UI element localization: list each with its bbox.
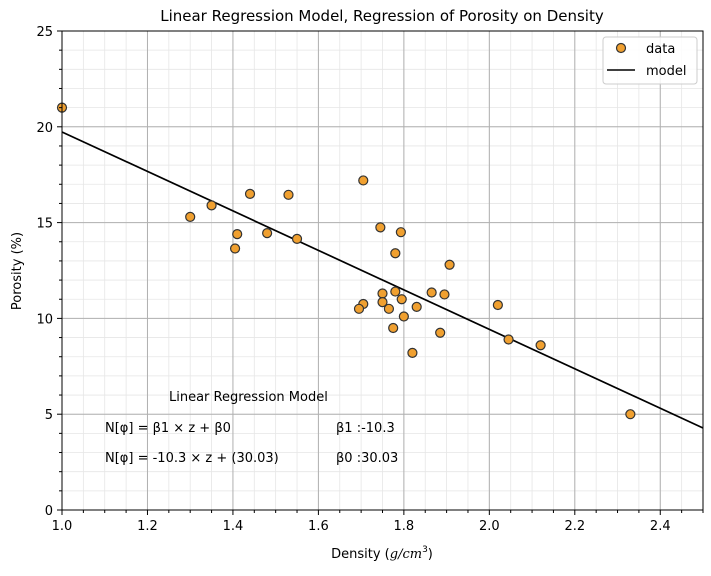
x-tick-label: 2.4 [650,519,671,534]
annotation-heading: Linear Regression Model [169,390,328,405]
x-tick-label: 1.8 [394,519,415,534]
x-axis-label-unit: g/cm [390,547,422,562]
data-point [444,259,455,270]
data-point [232,228,243,240]
chart-title: Linear Regression Model, Regression of P… [160,7,604,25]
data-point [625,409,636,420]
legend: data model [602,36,698,85]
x-tick-label: 1.2 [137,519,158,534]
y-tick-label: 5 [45,408,53,423]
y-tick-label: 15 [36,217,53,232]
annotation-equation-fit: N[φ] = -10.3 × z + (30.03) [105,451,279,466]
x-axis-label: Density (g/cm3) [331,545,433,562]
annotation-beta1: β1 :-10.3 [336,421,395,436]
legend-label-data: data [646,42,675,57]
data-point [244,188,256,199]
data-point [439,289,450,300]
y-axis-label: Porosity (%) [10,232,25,310]
data-point [291,233,303,244]
x-tick-label: 1.6 [308,519,329,534]
data-point [283,189,294,200]
data-point [353,303,365,314]
x-ticks: 1.0 1.2 1.4 1.6 1.8 2.0 2.2 2.4 [52,510,704,534]
data-point [407,347,418,358]
legend-marker-data [615,42,627,54]
data-point [377,297,388,308]
data-point [388,322,399,334]
annotation-equation-general: N[φ] = β1 × z + β0 [105,421,231,436]
legend-box [602,36,698,85]
data-point [358,175,369,186]
x-tick-label: 2.0 [479,519,500,534]
y-tick-label: 20 [36,121,53,136]
y-tick-label: 10 [36,312,53,327]
model-line-group [61,131,704,429]
model-line [61,131,704,429]
data-point [390,248,401,259]
data-point [411,301,422,313]
annotation-equation-general-rhs: β1 × z + β0 [153,421,231,436]
data-point [206,200,217,211]
legend-label-model: model [646,64,686,79]
data-point [262,228,273,239]
data-point [398,311,409,322]
x-tick-label: 2.2 [564,519,585,534]
annotation-beta0: β0 :30.03 [336,451,398,466]
x-axis-label-main: Density ( [331,547,390,562]
y-tick-label: 25 [36,25,53,40]
data-point [390,286,401,297]
y-tick-label: 0 [45,504,53,519]
data-point [185,211,196,222]
data-point [377,288,388,299]
data-point [375,222,386,233]
x-tick-label: 1.4 [223,519,244,534]
data-point [535,340,546,351]
data-point [503,334,514,345]
data-point [396,294,407,305]
data-point [426,287,437,298]
data-point [395,227,406,238]
y-ticks: 0 5 10 15 20 25 [36,25,62,519]
data-point [229,243,241,254]
data-point [383,303,395,314]
data-point [492,299,503,311]
annotation-equation-general-lhs: N[φ] = [105,421,153,436]
x-axis-label-exp: 3 [422,545,428,555]
x-tick-label: 1.0 [52,519,73,534]
data-point [435,327,446,338]
x-axis-label-close: ) [428,547,433,562]
